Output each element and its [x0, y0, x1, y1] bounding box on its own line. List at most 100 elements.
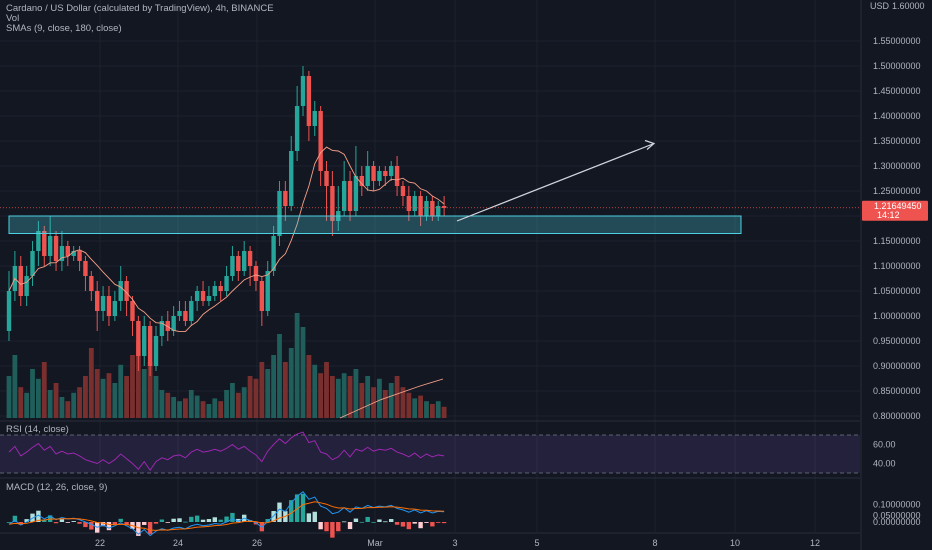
volume-bar — [141, 369, 147, 418]
volume-bar — [24, 392, 30, 418]
rsi-legend[interactable]: RSI (14, close) — [6, 424, 69, 435]
macd-histogram-bar — [42, 519, 47, 522]
macd-histogram-bar — [147, 522, 153, 535]
macd-histogram-bar — [365, 516, 370, 522]
candle-body — [412, 196, 417, 211]
volume-bar — [194, 395, 200, 418]
candle-body — [24, 276, 29, 296]
rsi-tick-label: 60.00 — [873, 440, 896, 450]
volume-bar — [124, 376, 129, 418]
candle-body — [289, 151, 294, 206]
macd-histogram-bar — [65, 522, 70, 523]
volume-bar — [271, 355, 276, 418]
volume-bar — [218, 401, 224, 418]
volume-bar — [165, 392, 171, 418]
candle-body — [153, 336, 159, 366]
price-tick-label: 1.35000000 — [873, 136, 921, 146]
price-axis[interactable]: 1.60000 1.55000000 1.50000000 1.45000000 1.4… — [860, 0, 932, 550]
volume-bar — [206, 404, 212, 418]
macd-histogram-bar — [441, 522, 447, 524]
volume-bar — [224, 390, 229, 418]
candle-body — [230, 256, 235, 276]
volume-bar — [71, 392, 77, 418]
macd-histogram-bar — [424, 522, 429, 523]
volume-bar — [112, 383, 118, 418]
candle-body — [324, 171, 329, 186]
volume-bar — [412, 398, 418, 418]
candle-body — [224, 276, 229, 291]
candlesticks — [6, 66, 447, 376]
macd-pane — [6, 491, 447, 538]
volume-bar — [306, 355, 312, 418]
volume-bar — [230, 383, 235, 418]
candle-body — [400, 186, 406, 196]
candle-body — [183, 311, 188, 321]
volume-bar — [441, 406, 447, 418]
macd-legend[interactable]: MACD (12, 26, close, 9) — [6, 482, 108, 493]
volume-bar — [88, 348, 94, 418]
macd-histogram-bar — [218, 519, 223, 522]
macd-histogram-bar — [436, 522, 441, 523]
macd-histogram-bar — [36, 510, 41, 522]
volume-bar — [65, 401, 71, 418]
macd-histogram-bar — [83, 522, 88, 528]
volume-bar — [130, 355, 135, 418]
axis-background — [861, 0, 932, 550]
candle-body — [318, 111, 323, 171]
candle-body — [112, 301, 118, 316]
macd-histogram-bar — [289, 500, 294, 522]
price-tick-label: 1.50000000 — [873, 61, 921, 71]
volume-bar — [288, 348, 294, 418]
macd-histogram-bar — [212, 517, 217, 522]
candle-body — [353, 176, 359, 211]
candle-body — [36, 231, 41, 251]
time-axis[interactable]: 22 24 26 Mar 3 5 8 10 12 — [95, 538, 820, 548]
candle-body — [47, 236, 53, 256]
sma-legend[interactable]: SMAs (9, close, 180, close) — [6, 23, 122, 34]
candle-body — [30, 251, 35, 276]
macd-histogram-bar — [200, 519, 206, 522]
support-zone-rect — [8, 215, 742, 234]
price-tick-label: 1.40000000 — [873, 111, 921, 121]
arrow-line — [456, 142, 655, 222]
volume-bar — [429, 404, 435, 418]
candle-body — [359, 176, 364, 186]
macd-histogram-bar — [389, 519, 394, 522]
candle-body — [83, 261, 88, 276]
projection-arrow[interactable] — [456, 139, 656, 222]
volume-bar — [277, 334, 282, 418]
price-countdown: 14:12 — [877, 210, 900, 220]
macd-histogram-bar — [312, 511, 317, 522]
candle-body — [377, 171, 382, 181]
volume-bar — [265, 369, 271, 418]
macd-histogram-bar — [359, 521, 364, 523]
macd-histogram-bar — [330, 522, 335, 538]
volume-bar — [435, 401, 441, 418]
volume-bar — [147, 362, 153, 418]
price-tick-label: 1.00000000 — [873, 311, 921, 321]
candle-body — [177, 311, 182, 316]
volume-bar — [18, 387, 24, 418]
support-zone[interactable] — [8, 215, 742, 234]
macd-histogram-bar — [89, 522, 94, 530]
volume-bar — [247, 376, 253, 418]
candle-body — [441, 206, 447, 208]
candle-body — [194, 291, 200, 301]
signal-line — [8, 501, 445, 531]
candle-body — [430, 201, 435, 216]
chart-title[interactable]: Cardano / US Dollar (calculated by Tradi… — [6, 3, 274, 14]
time-tick-label: 26 — [252, 538, 262, 548]
macd-histogram-bar — [353, 518, 359, 522]
candle-body — [300, 76, 306, 106]
price-tick-label: 1.25000000 — [873, 186, 921, 196]
volume-legend[interactable]: Vol — [6, 13, 20, 24]
volume-bar — [394, 376, 400, 418]
macd-histogram-bar — [77, 522, 82, 524]
macd-histogram-bar — [406, 522, 412, 530]
price-tick-label: 1.30000000 — [873, 161, 921, 171]
volume-bar — [312, 364, 318, 418]
volume-ma-line — [339, 378, 444, 419]
candle-body — [136, 321, 141, 356]
candle-body — [312, 111, 317, 126]
